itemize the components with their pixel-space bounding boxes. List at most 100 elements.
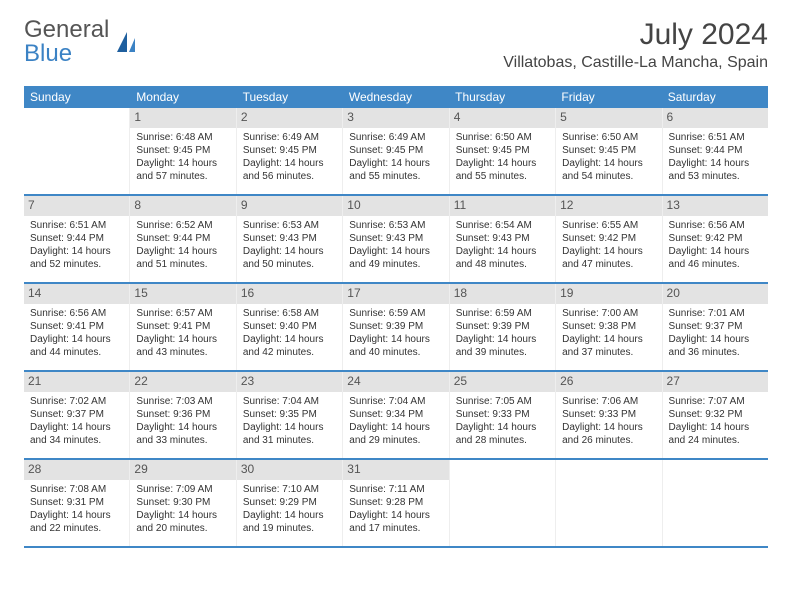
day-cell: 11Sunrise: 6:54 AMSunset: 9:43 PMDayligh… [450, 196, 556, 282]
sunrise-text: Sunrise: 7:05 AM [456, 395, 549, 408]
sunrise-text: Sunrise: 6:59 AM [349, 307, 442, 320]
daylight-text: Daylight: 14 hours and 54 minutes. [562, 157, 655, 183]
sunrise-text: Sunrise: 7:01 AM [669, 307, 762, 320]
sunset-text: Sunset: 9:45 PM [349, 144, 442, 157]
day-cell: 24Sunrise: 7:04 AMSunset: 9:34 PMDayligh… [343, 372, 449, 458]
sunrise-text: Sunrise: 6:50 AM [456, 131, 549, 144]
daylight-text: Daylight: 14 hours and 26 minutes. [562, 421, 655, 447]
month-title: July 2024 [503, 18, 768, 52]
sunrise-text: Sunrise: 6:55 AM [562, 219, 655, 232]
logo-text: General Blue [24, 18, 109, 66]
day-cell [556, 460, 662, 546]
daylight-text: Daylight: 14 hours and 50 minutes. [243, 245, 336, 271]
day-cell: 19Sunrise: 7:00 AMSunset: 9:38 PMDayligh… [556, 284, 662, 370]
sunset-text: Sunset: 9:29 PM [243, 496, 336, 509]
day-number: 29 [130, 460, 235, 480]
sunrise-text: Sunrise: 7:00 AM [562, 307, 655, 320]
day-header-tue: Tuesday [237, 86, 343, 108]
sunset-text: Sunset: 9:39 PM [349, 320, 442, 333]
sail-icon [113, 28, 141, 56]
day-number: 17 [343, 284, 448, 304]
daylight-text: Daylight: 14 hours and 48 minutes. [456, 245, 549, 271]
day-number: 30 [237, 460, 342, 480]
day-number: 22 [130, 372, 235, 392]
sunrise-text: Sunrise: 7:10 AM [243, 483, 336, 496]
sunset-text: Sunset: 9:44 PM [30, 232, 123, 245]
sunrise-text: Sunrise: 6:49 AM [243, 131, 336, 144]
week-row: 28Sunrise: 7:08 AMSunset: 9:31 PMDayligh… [24, 460, 768, 548]
day-number: 28 [24, 460, 129, 480]
day-header-wed: Wednesday [343, 86, 449, 108]
day-cell: 7Sunrise: 6:51 AMSunset: 9:44 PMDaylight… [24, 196, 130, 282]
daylight-text: Daylight: 14 hours and 43 minutes. [136, 333, 229, 359]
sunset-text: Sunset: 9:42 PM [562, 232, 655, 245]
day-cell [663, 460, 768, 546]
day-cell: 15 Sunrise: 6:57 AMSunset: 9:41 PMDayligh… [130, 284, 236, 370]
week-row: 7Sunrise: 6:51 AMSunset: 9:44 PMDaylight… [24, 196, 768, 284]
sunrise-text: Sunrise: 6:52 AM [136, 219, 229, 232]
day-number: 11 [450, 196, 555, 216]
sunset-text: Sunset: 9:37 PM [30, 408, 123, 421]
daylight-text: Daylight: 14 hours and 24 minutes. [669, 421, 762, 447]
sunset-text: Sunset: 9:44 PM [669, 144, 762, 157]
day-number: 13 [663, 196, 768, 216]
daylight-text: Daylight: 14 hours and 28 minutes. [456, 421, 549, 447]
day-cell: 30 Sunrise: 7:10 AMSunset: 9:29 PMDayligh… [237, 460, 343, 546]
day-cell: 28Sunrise: 7:08 AMSunset: 9:31 PMDayligh… [24, 460, 130, 546]
sunrise-text: Sunrise: 7:08 AM [30, 483, 123, 496]
sunrise-text: Sunrise: 6:57 AM [136, 307, 229, 320]
day-header-fri: Friday [555, 86, 661, 108]
sunrise-text: Sunrise: 7:02 AM [30, 395, 123, 408]
daylight-text: Daylight: 14 hours and 53 minutes. [669, 157, 762, 183]
daylight-text: Daylight: 14 hours and 55 minutes. [349, 157, 442, 183]
daylight-text: Daylight: 14 hours and 19 minutes. [243, 509, 336, 535]
sunrise-text: Sunrise: 7:04 AM [349, 395, 442, 408]
day-number: 19 [556, 284, 661, 304]
week-row: 21 Sunrise: 7:02 AMSunset: 9:37 PM Dayligh… [24, 372, 768, 460]
week-row: 14Sunrise: 6:56 AMSunset: 9:41 PMDayligh… [24, 284, 768, 372]
sunset-text: Sunset: 9:39 PM [456, 320, 549, 333]
sunset-text: Sunset: 9:45 PM [562, 144, 655, 157]
day-number: 4 [450, 108, 555, 128]
day-number: 24 [343, 372, 448, 392]
sunset-text: Sunset: 9:36 PM [136, 408, 229, 421]
daylight-text: Daylight: 14 hours and 31 minutes. [243, 421, 336, 447]
day-cell: 27Sunrise: 7:07 AMSunset: 9:32 PMDayligh… [663, 372, 768, 458]
sunrise-text: Sunrise: 7:11 AM [349, 483, 442, 496]
sunset-text: Sunset: 9:30 PM [136, 496, 229, 509]
day-number: 8 [130, 196, 235, 216]
logo-text-gray: General [24, 16, 109, 43]
day-cell: 14Sunrise: 6:56 AMSunset: 9:41 PMDayligh… [24, 284, 130, 370]
sunrise-text: Sunrise: 6:53 AM [243, 219, 336, 232]
day-header-thu: Thursday [449, 86, 555, 108]
daylight-text: Daylight: 14 hours and 37 minutes. [562, 333, 655, 359]
day-number: 21 [24, 372, 129, 392]
sunrise-text: Sunrise: 6:56 AM [669, 219, 762, 232]
sunrise-text: Sunrise: 7:03 AM [136, 395, 229, 408]
sunset-text: Sunset: 9:33 PM [562, 408, 655, 421]
header: General Blue July 2024 Villatobas, Casti… [0, 0, 792, 76]
day-cell: 5Sunrise: 6:50 AMSunset: 9:45 PMDaylight… [556, 108, 662, 194]
sunrise-text: Sunrise: 6:50 AM [562, 131, 655, 144]
day-number: 15 [130, 284, 235, 304]
day-number: 7 [24, 196, 129, 216]
day-cell: 3Sunrise: 6:49 AMSunset: 9:45 PMDaylight… [343, 108, 449, 194]
sunset-text: Sunset: 9:41 PM [136, 320, 229, 333]
day-cell: 1Sunrise: 6:48 AMSunset: 9:45 PMDaylight… [130, 108, 236, 194]
daylight-text: Daylight: 14 hours and 49 minutes. [349, 245, 442, 271]
day-cell: 4Sunrise: 6:50 AMSunset: 9:45 PMDaylight… [450, 108, 556, 194]
day-cell: 9Sunrise: 6:53 AMSunset: 9:43 PMDaylight… [237, 196, 343, 282]
day-cell: 20Sunrise: 7:01 AMSunset: 9:37 PMDayligh… [663, 284, 768, 370]
day-cell: 17Sunrise: 6:59 AMSunset: 9:39 PMDayligh… [343, 284, 449, 370]
day-cell: 16Sunrise: 6:58 AMSunset: 9:40 PMDayligh… [237, 284, 343, 370]
week-row: 1Sunrise: 6:48 AMSunset: 9:45 PMDaylight… [24, 108, 768, 196]
day-cell: 10Sunrise: 6:53 AMSunset: 9:43 PMDayligh… [343, 196, 449, 282]
day-cell: 13Sunrise: 6:56 AMSunset: 9:42 PMDayligh… [663, 196, 768, 282]
day-cell: 8Sunrise: 6:52 AMSunset: 9:44 PMDaylight… [130, 196, 236, 282]
sunset-text: Sunset: 9:35 PM [243, 408, 336, 421]
day-number: 9 [237, 196, 342, 216]
sunset-text: Sunset: 9:34 PM [349, 408, 442, 421]
daylight-text: Daylight: 14 hours and 42 minutes. [243, 333, 336, 359]
day-cell [24, 108, 130, 194]
daylight-text: Daylight: 14 hours and 47 minutes. [562, 245, 655, 271]
